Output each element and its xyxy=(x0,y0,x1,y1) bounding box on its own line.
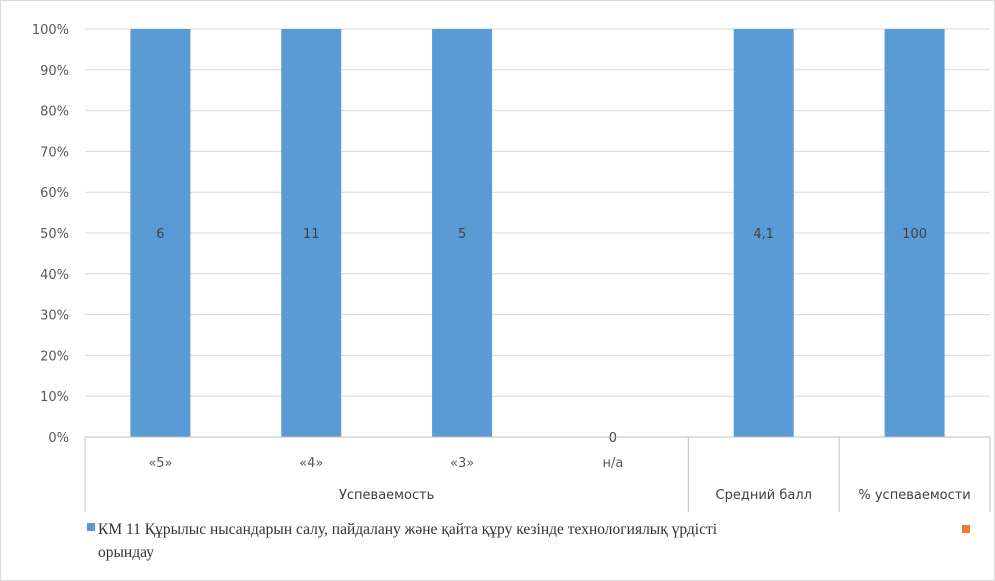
y-tick-label: 60% xyxy=(40,186,69,201)
group-label: Успеваемость xyxy=(339,488,434,503)
x-tick-label: н/а xyxy=(602,456,623,471)
category-axis: «5» «4» «3» н/а Успеваемость Средний балл % ус… xyxy=(84,436,991,512)
y-tick-label: 40% xyxy=(40,268,69,283)
bar-series-1 xyxy=(281,29,342,437)
bar-series-1 xyxy=(432,29,493,437)
y-tick-label: 50% xyxy=(40,227,69,242)
bar-series-1 xyxy=(733,29,794,437)
y-tick-label: 100% xyxy=(32,23,69,38)
legend: КМ 11 Құрылыс нысандарын салу, пайдалану… xyxy=(87,521,970,561)
group-label: Средний балл xyxy=(716,488,812,503)
x-tick-label: «3» xyxy=(450,456,474,471)
legend-label-series-1-line-1: КМ 11 Құрылыс нысандарын салу, пайдалану… xyxy=(98,521,718,538)
y-tick-label: 20% xyxy=(40,349,69,364)
legend-swatch-series-1 xyxy=(87,523,95,531)
y-tick-label: 0% xyxy=(48,431,69,446)
bars: 6 11 5 0 4,1 100 xyxy=(130,29,945,446)
group-label: % успеваемости xyxy=(858,488,970,503)
y-tick-label: 30% xyxy=(40,309,69,324)
legend-swatch-series-2 xyxy=(962,525,970,533)
data-label: 6 xyxy=(156,227,164,242)
x-tick-label: «4» xyxy=(299,456,323,471)
y-tick-label: 70% xyxy=(40,145,69,160)
y-tick-label: 90% xyxy=(40,64,69,79)
data-label: 0 xyxy=(609,431,617,446)
y-tick-label: 80% xyxy=(40,105,69,120)
legend-label-series-1-line-2: орындау xyxy=(98,544,154,561)
x-tick-label: «5» xyxy=(148,456,172,471)
bar-series-1 xyxy=(884,29,945,437)
data-label: 5 xyxy=(458,227,466,242)
data-label: 100 xyxy=(902,227,927,242)
data-label: 11 xyxy=(303,227,320,242)
bar-series-1 xyxy=(130,29,191,437)
data-label: 4,1 xyxy=(753,227,774,242)
y-tick-label: 10% xyxy=(40,390,69,405)
